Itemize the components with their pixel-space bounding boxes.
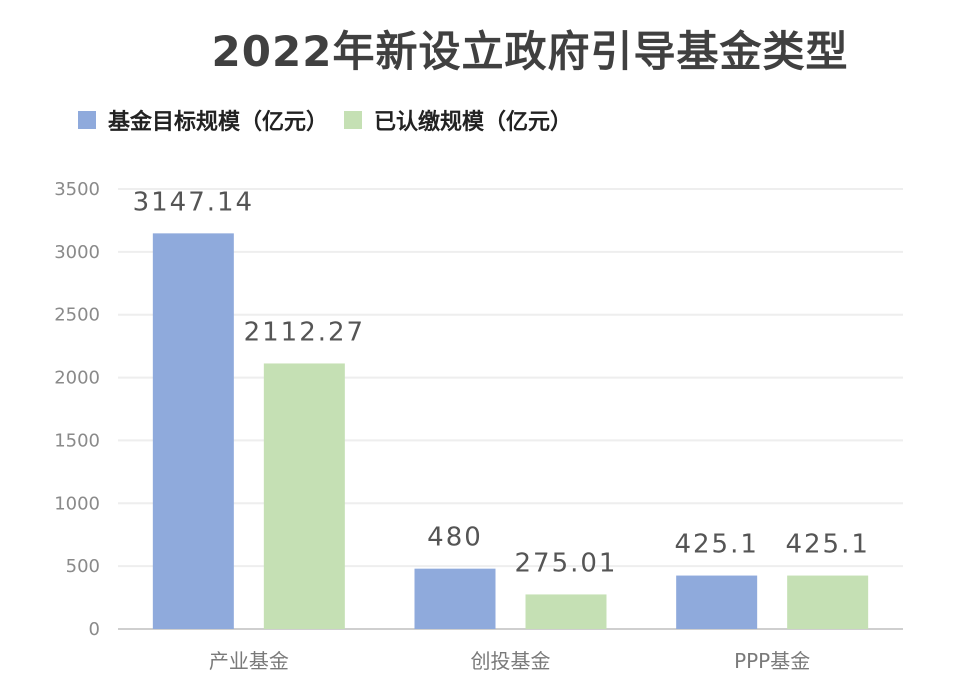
- chart-title: 2022年新设立政府引导基金类型: [211, 27, 849, 76]
- y-tick-label: 2500: [54, 305, 100, 326]
- bar: [525, 594, 607, 629]
- bar: [676, 575, 758, 629]
- x-tick-label: 创投基金: [471, 649, 551, 673]
- x-tick-label: PPP基金: [734, 649, 810, 673]
- bar: [414, 568, 496, 629]
- data-label: 3147.14: [133, 187, 255, 217]
- bar: [263, 363, 345, 629]
- legend-item-subscribed: 已认缴规模（亿元）: [344, 104, 572, 136]
- bar: [787, 575, 869, 629]
- y-tick-label: 0: [89, 619, 100, 640]
- y-tick-label: 1000: [54, 493, 100, 514]
- legend-item-target: 基金目标规模（亿元）: [78, 104, 328, 136]
- legend-label-subscribed: 已认缴规模（亿元）: [374, 110, 573, 135]
- y-tick-label: 500: [66, 556, 100, 577]
- x-tick-label: 产业基金: [209, 649, 289, 673]
- legend-swatch-subscribed: [344, 111, 363, 129]
- data-label: 425.1: [674, 530, 758, 560]
- data-label: 275.01: [515, 548, 618, 578]
- y-tick-label: 3500: [54, 179, 100, 200]
- legend: 基金目标规模（亿元） 已认缴规模（亿元）: [78, 104, 588, 136]
- y-tick-label: 3000: [54, 242, 100, 263]
- y-tick-label: 2000: [54, 368, 100, 389]
- legend-swatch-target: [78, 111, 96, 129]
- data-label: 480: [427, 523, 483, 553]
- y-tick-label: 1500: [54, 430, 100, 451]
- legend-label-target: 基金目标规模（亿元）: [108, 110, 329, 135]
- data-label: 425.1: [785, 530, 869, 560]
- bar: [152, 233, 234, 629]
- data-label: 2112.27: [244, 317, 366, 347]
